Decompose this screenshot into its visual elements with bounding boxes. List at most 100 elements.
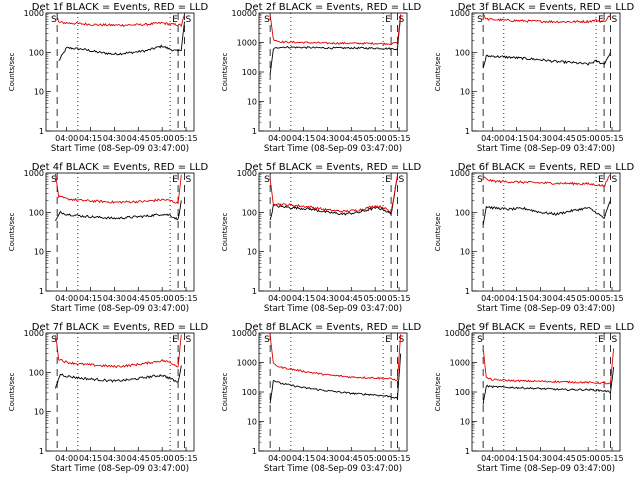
x-tick-label: 05:15 — [175, 454, 198, 463]
y-tick-label: 10 — [460, 88, 470, 97]
lld-series-line — [55, 173, 182, 205]
lld-series-line — [269, 334, 402, 382]
y-tick-label: 1000 — [450, 169, 470, 178]
y-tick-label: 1 — [252, 127, 257, 136]
interval-marker-e: E — [598, 15, 604, 25]
y-tick-label: 1 — [465, 287, 470, 296]
x-tick-label: 05:00 — [364, 294, 387, 303]
events-series-line — [55, 365, 182, 389]
y-axis-label: Counts/sec — [8, 53, 16, 92]
chart-panel-3: Det 3f BLACK = Events, RED = LLD 1 10 100 10… — [434, 2, 634, 154]
x-axis-label: Start Time (08-Sep-09 03:47:00) — [477, 464, 615, 474]
interval-marker-e: E — [598, 335, 604, 345]
plot-frame — [258, 332, 408, 452]
x-tick-label: 04:30 — [103, 294, 126, 303]
x-axis-label: Start Time (08-Sep-09 03:47:00) — [477, 144, 615, 154]
interval-marker-e: E — [385, 175, 391, 185]
y-tick-label: 1 — [39, 447, 44, 456]
x-tick-label: 04:00 — [55, 134, 78, 143]
x-tick-label: 05:00 — [364, 454, 387, 463]
lld-series-line — [56, 14, 185, 28]
x-tick-label: 05:15 — [601, 134, 624, 143]
y-tick-label: 1000 — [237, 169, 257, 178]
interval-marker-s: S — [185, 335, 191, 345]
x-tick-label: 05:15 — [388, 134, 411, 143]
x-tick-label: 05:00 — [577, 454, 600, 463]
chart-title: Det 9f BLACK = Events, RED = LLD — [458, 322, 635, 333]
x-tick-label: 04:30 — [103, 454, 126, 463]
x-tick-label: 05:00 — [151, 454, 174, 463]
interval-marker-e: E — [385, 15, 391, 25]
y-tick-label: 100 — [242, 68, 257, 77]
x-tick-label: 04:15 — [79, 134, 102, 143]
chart-title: Det 4f BLACK = Events, RED = LLD — [32, 162, 209, 173]
y-tick-label: 1000 — [450, 9, 470, 18]
y-tick-label: 100 — [242, 208, 257, 217]
interval-marker-s: S — [398, 335, 404, 345]
x-tick-label: 05:00 — [151, 294, 174, 303]
y-tick-label: 1000 — [24, 169, 44, 178]
interval-marker-s: S — [264, 15, 270, 25]
interval-marker-s: S — [611, 335, 617, 345]
chart-title: Det 7f BLACK = Events, RED = LLD — [32, 322, 209, 333]
y-tick-label: 10 — [247, 418, 257, 427]
interval-marker-s: S — [398, 15, 404, 25]
x-tick-label: 04:15 — [505, 294, 528, 303]
y-tick-label: 1 — [252, 447, 257, 456]
interval-marker-e: E — [172, 175, 178, 185]
x-tick-label: 04:30 — [316, 134, 339, 143]
chart-panel-1: Det 1f BLACK = Events, RED = LLD 1 10 100 10… — [8, 2, 208, 154]
y-axis-label: Counts/sec — [434, 53, 442, 92]
x-tick-label: 04:30 — [103, 134, 126, 143]
x-axis-label: Start Time (08-Sep-09 03:47:00) — [51, 464, 189, 474]
x-tick-label: 04:45 — [340, 294, 363, 303]
y-axis-label: Counts/sec — [8, 373, 16, 412]
x-tick-label: 04:45 — [340, 134, 363, 143]
y-tick-label: 1 — [465, 447, 470, 456]
chart-panel-8: Det 8f BLACK = Events, RED = LLD 1 10 100 10… — [221, 322, 421, 474]
chart-panel-7: Det 7f BLACK = Events, RED = LLD 1 10 100 10… — [8, 322, 208, 474]
y-tick-label: 10 — [460, 418, 470, 427]
x-tick-label: 05:15 — [175, 134, 198, 143]
x-tick-label: 05:15 — [388, 454, 411, 463]
y-tick-label: 100 — [242, 388, 257, 397]
events-series-line — [55, 200, 182, 222]
interval-marker-e: E — [172, 15, 178, 25]
y-tick-label: 10 — [34, 408, 44, 417]
chart-panel-6: Det 6f BLACK = Events, RED = LLD 1 10 100 10… — [434, 162, 634, 314]
interval-marker-s: S — [264, 335, 270, 345]
interval-marker-s: S — [185, 175, 191, 185]
y-tick-label: 100 — [455, 48, 470, 57]
x-tick-label: 05:00 — [577, 134, 600, 143]
y-axis-label: Counts/sec — [434, 373, 442, 412]
x-tick-label: 04:00 — [55, 294, 78, 303]
x-tick-label: 04:15 — [79, 294, 102, 303]
y-tick-label: 10 — [247, 248, 257, 257]
x-tick-label: 04:45 — [553, 294, 576, 303]
y-tick-label: 10 — [247, 98, 257, 107]
x-tick-label: 04:00 — [268, 294, 291, 303]
x-tick-label: 05:00 — [577, 294, 600, 303]
y-tick-label: 1 — [465, 127, 470, 136]
x-tick-label: 04:45 — [340, 454, 363, 463]
plot-frame — [471, 12, 621, 132]
x-tick-label: 04:15 — [505, 454, 528, 463]
chart-panel-2: Det 2f BLACK = Events, RED = LLD 1 10 100 10… — [221, 2, 421, 154]
x-tick-label: 04:15 — [292, 454, 315, 463]
y-tick-label: 100 — [455, 208, 470, 217]
x-tick-label: 04:45 — [127, 294, 150, 303]
plot-frame — [471, 332, 621, 452]
events-series-line — [269, 353, 402, 404]
events-series-line — [269, 176, 398, 221]
plot-frame — [45, 332, 195, 452]
x-tick-label: 04:30 — [316, 454, 339, 463]
interval-marker-e: E — [598, 175, 604, 185]
events-series-line — [482, 52, 611, 69]
x-tick-label: 04:30 — [529, 134, 552, 143]
y-tick-label: 100 — [29, 48, 44, 57]
x-tick-label: 04:45 — [553, 454, 576, 463]
chart-title: Det 1f BLACK = Events, RED = LLD — [32, 2, 209, 13]
y-tick-label: 1 — [39, 127, 44, 136]
x-axis-label: Start Time (08-Sep-09 03:47:00) — [264, 304, 402, 314]
